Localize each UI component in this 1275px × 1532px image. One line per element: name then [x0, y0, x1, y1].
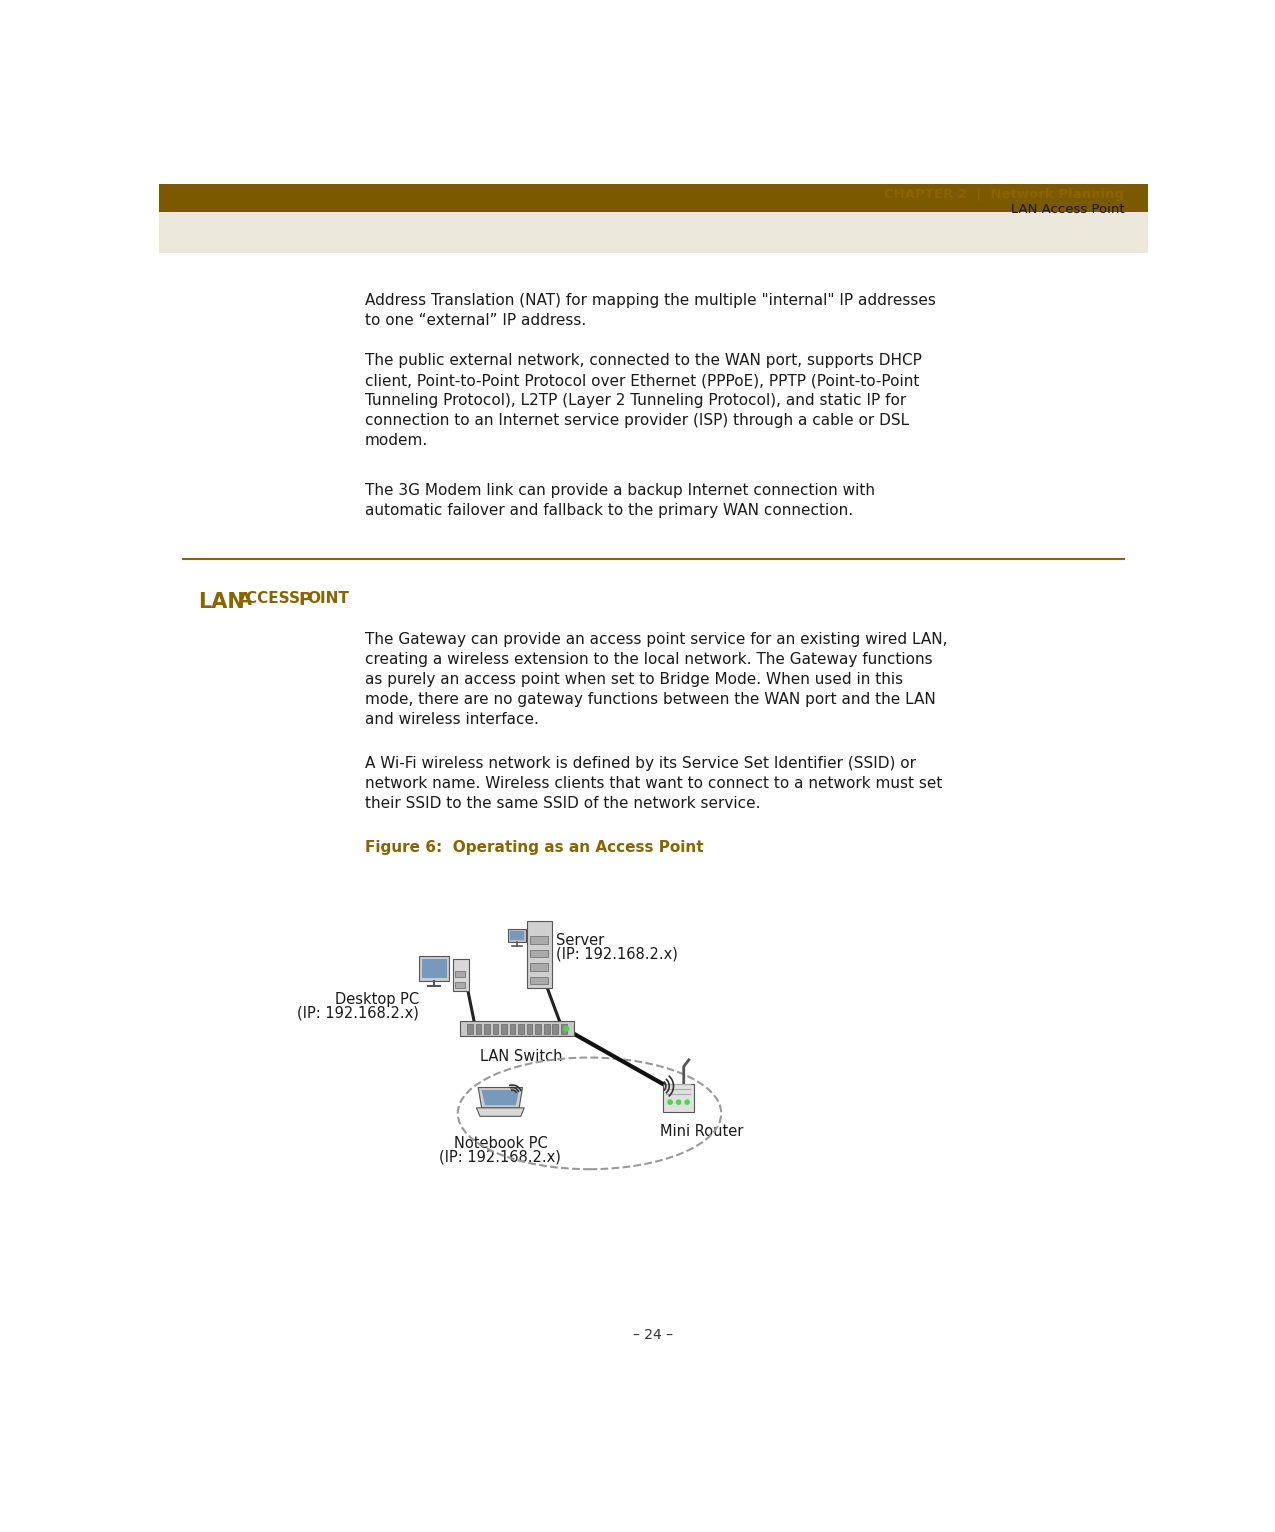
Bar — [530, 936, 548, 944]
Text: client, Point-to-Point Protocol over Ethernet (PPPoE), PPTP (Point-to-Point: client, Point-to-Point Protocol over Eth… — [365, 374, 919, 388]
Text: A: A — [237, 591, 251, 610]
Text: The Gateway can provide an access point service for an existing wired LAN,: The Gateway can provide an access point … — [365, 631, 947, 647]
Bar — [530, 950, 548, 958]
Text: The public external network, connected to the WAN port, supports DHCP: The public external network, connected t… — [365, 354, 922, 368]
Bar — [530, 964, 548, 971]
Circle shape — [564, 1026, 569, 1031]
Bar — [159, 211, 1148, 253]
Text: A Wi-Fi wireless network is defined by its Service Set Identifier (SSID) or: A Wi-Fi wireless network is defined by i… — [365, 755, 915, 771]
Text: The 3G Modem link can provide a backup Internet connection with: The 3G Modem link can provide a backup I… — [365, 484, 875, 498]
Bar — [467, 1023, 473, 1034]
Bar — [484, 1023, 490, 1034]
Text: LAN Access Point: LAN Access Point — [1011, 204, 1125, 216]
Bar — [453, 959, 469, 991]
Text: (IP: 192.168.2.x): (IP: 192.168.2.x) — [556, 947, 678, 962]
Text: and wireless interface.: and wireless interface. — [365, 712, 538, 726]
Text: network name. Wireless clients that want to connect to a network must set: network name. Wireless clients that want… — [365, 777, 942, 791]
Text: their SSID to the same SSID of the network service.: their SSID to the same SSID of the netwo… — [365, 797, 760, 810]
Text: Figure 6:  Operating as an Access Point: Figure 6: Operating as an Access Point — [365, 840, 704, 855]
Text: Server: Server — [556, 933, 604, 948]
Text: Desktop PC: Desktop PC — [335, 991, 419, 1007]
Bar — [460, 1022, 574, 1036]
Text: creating a wireless extension to the local network. The Gateway functions: creating a wireless extension to the loc… — [365, 651, 932, 666]
Text: Mini Router: Mini Router — [660, 1124, 743, 1140]
Text: LAN: LAN — [198, 591, 245, 611]
Text: automatic failover and fallback to the primary WAN connection.: automatic failover and fallback to the p… — [365, 504, 853, 518]
Text: to one “external” IP address.: to one “external” IP address. — [365, 313, 586, 328]
Text: LAN Switch: LAN Switch — [481, 1049, 562, 1063]
Polygon shape — [477, 1108, 524, 1117]
Text: P: P — [298, 591, 312, 610]
Bar — [527, 921, 552, 988]
Text: CCESS: CCESS — [246, 591, 306, 607]
Bar — [544, 1023, 550, 1034]
Text: CHAPTER 2  |  Network Planning: CHAPTER 2 | Network Planning — [885, 188, 1125, 201]
Bar — [527, 1023, 533, 1034]
Bar — [518, 1023, 524, 1034]
Polygon shape — [478, 1088, 523, 1108]
Text: OINT: OINT — [307, 591, 349, 607]
Text: Notebook PC: Notebook PC — [454, 1135, 547, 1151]
Bar — [663, 1083, 694, 1112]
Polygon shape — [482, 1091, 519, 1105]
Circle shape — [668, 1100, 672, 1105]
Bar — [536, 1023, 541, 1034]
Bar — [510, 1023, 515, 1034]
Text: – 24 –: – 24 – — [634, 1328, 673, 1342]
Text: as purely an access point when set to Bridge Mode. When used in this: as purely an access point when set to Br… — [365, 673, 903, 686]
Text: (IP: 192.168.2.x): (IP: 192.168.2.x) — [440, 1149, 561, 1164]
Text: Tunneling Protocol), L2TP (Layer 2 Tunneling Protocol), and static IP for: Tunneling Protocol), L2TP (Layer 2 Tunne… — [365, 394, 907, 409]
Bar — [501, 1023, 507, 1034]
Bar — [419, 956, 449, 980]
Bar — [455, 971, 465, 977]
Bar — [510, 930, 524, 941]
Circle shape — [685, 1100, 690, 1105]
Bar — [455, 982, 465, 988]
Text: Address Translation (NAT) for mapping the multiple "internal" IP addresses: Address Translation (NAT) for mapping th… — [365, 293, 936, 308]
Bar — [552, 1023, 558, 1034]
Bar — [422, 959, 446, 977]
Text: modem.: modem. — [365, 434, 428, 449]
Circle shape — [677, 1100, 681, 1105]
Bar — [476, 1023, 481, 1034]
Text: (IP: 192.168.2.x): (IP: 192.168.2.x) — [297, 1007, 419, 1020]
Bar — [509, 928, 525, 942]
Bar — [561, 1023, 566, 1034]
Bar — [530, 977, 548, 985]
Text: mode, there are no gateway functions between the WAN port and the LAN: mode, there are no gateway functions bet… — [365, 692, 936, 706]
Bar — [492, 1023, 499, 1034]
Bar — [159, 184, 1148, 211]
Text: connection to an Internet service provider (ISP) through a cable or DSL: connection to an Internet service provid… — [365, 414, 909, 429]
